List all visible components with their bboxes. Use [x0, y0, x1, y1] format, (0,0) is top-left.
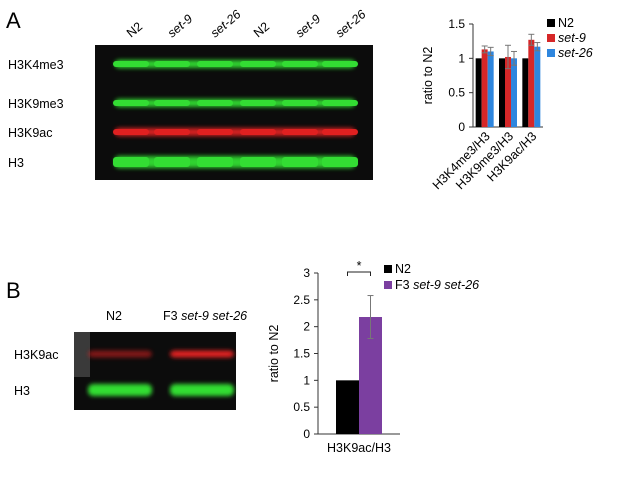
blot-b-background [74, 332, 236, 410]
blot-a-band [113, 61, 149, 67]
legend-label: F3 set-9 set-26 [395, 278, 479, 292]
blot-a-band-row [115, 60, 355, 68]
blot-a-band [282, 129, 318, 135]
y-tick-label: 1.5 [293, 347, 310, 361]
y-tick-label: 0 [303, 427, 310, 441]
blot-a-band [240, 100, 276, 106]
blot-a-band [240, 157, 276, 167]
y-axis-label: ratio to N2 [421, 47, 435, 105]
blot-a-band [113, 129, 149, 135]
blot-a-band [197, 61, 233, 67]
blot-a-band [154, 129, 190, 135]
significance-bracket [347, 271, 371, 276]
chart-b: 0 0.5 1 1.5 2 2.5 3 ratio to N2 H3K9ac/H3 N2 F3 se… [267, 259, 479, 455]
y-tick-label: 1.5 [448, 17, 465, 31]
blot-a-row-label: H3 [8, 156, 24, 170]
bar-set-26 [511, 58, 517, 128]
blot-b-row-label: H3 [14, 384, 30, 398]
blot-a: N2 set-9 set-26 N2 set-9 set-26 H3K4me3 H3K9me… [8, 7, 373, 180]
panel-a-letter: A [6, 8, 21, 33]
y-tick-label: 0 [458, 120, 465, 134]
blot-b: N2 F3 set-9 set-26 H3K9ac H3 [14, 309, 247, 410]
blot-a-band [197, 100, 233, 106]
blot-a-band [113, 157, 149, 167]
blot-a-band [197, 129, 233, 135]
legend-swatch [384, 281, 392, 289]
legend-label: set-9 [558, 31, 586, 45]
blot-a-band-row [115, 156, 355, 168]
blot-a-row-label: H3K9me3 [8, 97, 64, 111]
blot-a-band [282, 100, 318, 106]
blot-a-band [113, 100, 149, 106]
legend-label: N2 [395, 262, 411, 276]
blot-b-gray-edge [74, 332, 90, 377]
blot-a-band [322, 61, 358, 67]
blot-b-lane-label: F3 set-9 set-26 [163, 309, 247, 323]
bar-F3-set-9-set-26 [359, 317, 382, 434]
blot-a-row-label: H3K4me3 [8, 58, 64, 72]
blot-b-band [170, 384, 234, 396]
bar-N2 [475, 58, 482, 128]
blot-a-lane-label: N2 [124, 19, 145, 40]
y-tick-label: 0.5 [293, 400, 310, 414]
blot-b-lane-label: N2 [106, 309, 122, 323]
panel-b-letter: B [6, 278, 21, 303]
blot-a-lane-label: N2 [251, 19, 272, 40]
blot-b-row-label: H3K9ac [14, 348, 58, 362]
significance-star: * [357, 259, 362, 273]
blot-b-band [88, 384, 152, 396]
blot-a-band [282, 157, 318, 167]
blot-a-lane-label: set-9 [293, 12, 323, 41]
blot-a-band [154, 100, 190, 106]
blot-b-band [170, 350, 234, 358]
y-axis-label: ratio to N2 [267, 325, 281, 383]
legend-swatch [547, 19, 555, 27]
blot-a-band [282, 61, 318, 67]
blot-b-band [88, 350, 152, 358]
x-category-label: H3K9ac/H3 [327, 441, 391, 455]
y-tick-label: 2.5 [293, 293, 310, 307]
blot-a-lane-label: set-9 [165, 12, 195, 41]
bar-N2 [522, 58, 529, 128]
legend-label: N2 [558, 16, 574, 30]
bar-N2 [336, 380, 359, 434]
blot-a-band [240, 61, 276, 67]
blot-a-lane-label: set-26 [333, 7, 369, 40]
bar-set-26 [534, 46, 541, 127]
blot-a-band [322, 100, 358, 106]
legend-swatch [384, 265, 392, 273]
legend-swatch [547, 49, 555, 57]
blot-a-band [197, 157, 233, 167]
legend-label: set-26 [558, 46, 593, 60]
bar-N2 [499, 58, 505, 128]
blot-a-band-row [115, 99, 355, 107]
blot-a-row-label: H3K9ac [8, 126, 52, 140]
blot-a-band-row [115, 128, 355, 136]
y-tick-label: 0.5 [448, 86, 465, 100]
blot-a-band [322, 157, 358, 167]
y-tick-label: 2 [303, 320, 310, 334]
y-tick-label: 1 [458, 51, 465, 65]
y-tick-label: 1 [303, 373, 310, 387]
bar-set-26 [487, 51, 494, 127]
blot-a-lane-label: set-26 [208, 7, 244, 40]
blot-a-band [322, 129, 358, 135]
blot-a-band [240, 129, 276, 135]
bar-set-9 [528, 39, 535, 127]
bar-set-9 [481, 49, 488, 128]
blot-a-band [154, 157, 190, 167]
bar-set-9 [505, 56, 511, 127]
blot-a-band [154, 61, 190, 67]
legend-swatch [547, 34, 555, 42]
y-tick-label: 3 [303, 266, 310, 280]
